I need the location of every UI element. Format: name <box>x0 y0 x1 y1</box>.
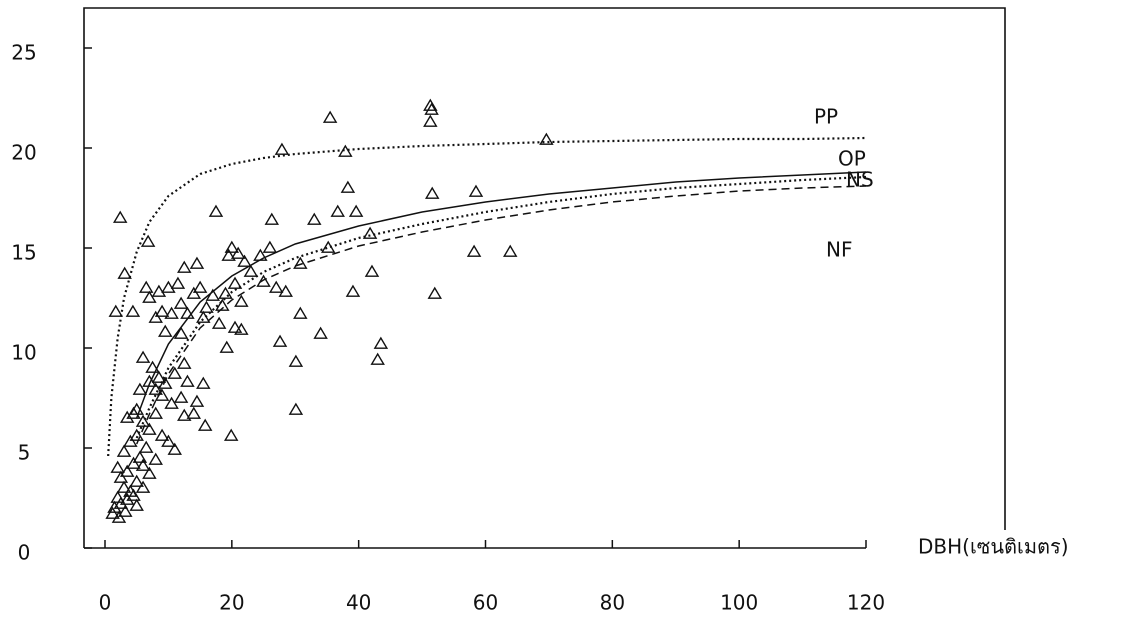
triangle-point <box>142 236 154 246</box>
triangle-point <box>140 282 152 292</box>
triangle-point <box>372 354 384 364</box>
triangle-point <box>169 368 181 378</box>
triangle-point <box>364 228 376 238</box>
triangle-point <box>114 212 126 222</box>
triangle-point <box>339 146 351 156</box>
x-tick-label: 20 <box>219 591 244 615</box>
triangle-point <box>140 442 152 452</box>
triangle-point <box>110 306 122 316</box>
triangle-point <box>162 436 174 446</box>
triangle-point <box>143 292 155 302</box>
triangle-point <box>172 278 184 288</box>
triangle-point <box>270 282 282 292</box>
curve <box>137 186 866 444</box>
triangle-point <box>294 308 306 318</box>
triangle-point <box>504 246 516 256</box>
curve <box>137 177 866 438</box>
triangle-point <box>159 326 171 336</box>
triangle-point <box>276 144 288 154</box>
x-tick-label: 0 <box>99 591 112 615</box>
y-tick-label: 5 <box>18 441 31 465</box>
curve <box>108 138 866 456</box>
triangle-point <box>150 408 162 418</box>
triangle-point <box>426 188 438 198</box>
triangle-point <box>225 430 237 440</box>
triangle-point <box>213 318 225 328</box>
triangle-point <box>219 288 231 298</box>
triangle-point <box>175 392 187 402</box>
triangle-point <box>347 286 359 296</box>
triangle-point <box>127 306 139 316</box>
y-tick-label: 15 <box>11 241 36 265</box>
x-axis-label: DBH(เซนติเมตร) <box>918 535 1069 559</box>
triangle-point <box>175 298 187 308</box>
triangle-point <box>235 296 247 306</box>
triangle-point <box>274 336 286 346</box>
curve-label: NF <box>826 238 852 262</box>
triangle-point <box>181 376 193 386</box>
triangle-point <box>290 356 302 366</box>
triangle-point <box>150 312 162 322</box>
curve-label: NS <box>846 168 874 192</box>
triangle-point <box>128 458 140 468</box>
triangle-point <box>137 352 149 362</box>
triangle-point <box>332 206 344 216</box>
triangle-point <box>324 112 336 122</box>
triangle-point <box>150 454 162 464</box>
triangle-point <box>322 242 334 252</box>
triangle-point <box>258 276 270 286</box>
triangle-point <box>188 288 200 298</box>
triangle-point <box>375 338 387 348</box>
triangle-point <box>199 420 211 430</box>
triangle-point <box>294 258 306 268</box>
triangle-point <box>350 206 362 216</box>
y-tick-label: 20 <box>11 141 36 165</box>
triangle-point <box>188 408 200 418</box>
triangle-point <box>191 396 203 406</box>
triangle-point <box>191 258 203 268</box>
x-tick-label: 100 <box>720 591 758 615</box>
triangle-point <box>221 342 233 352</box>
triangle-point <box>264 242 276 252</box>
triangle-point <box>424 116 436 126</box>
triangle-point <box>468 246 480 256</box>
curve-label: PP <box>814 105 838 129</box>
y-tick-label: 0 <box>18 541 31 565</box>
triangle-point <box>366 266 378 276</box>
triangle-point <box>118 446 130 456</box>
triangle-point <box>210 206 222 216</box>
triangle-point <box>200 302 212 312</box>
y-tick-label: 25 <box>11 41 36 65</box>
chart: DBH(เซนติเมตร) 0 5 10 15 20 25 0 20 40 60 80 100 120… <box>0 0 1140 619</box>
triangle-point <box>266 214 278 224</box>
triangle-point <box>124 436 136 446</box>
triangle-point <box>540 134 552 144</box>
x-tick-label: 40 <box>346 591 371 615</box>
triangle-point <box>290 404 302 414</box>
triangle-point <box>232 248 244 258</box>
triangle-point <box>115 472 127 482</box>
triangle-point <box>113 512 125 522</box>
triangle-point <box>178 262 190 272</box>
triangle-point <box>178 358 190 368</box>
x-tick-label: 80 <box>600 591 625 615</box>
triangle-point <box>197 378 209 388</box>
triangle-point <box>315 328 327 338</box>
triangle-point <box>308 214 320 224</box>
plot-frame <box>84 8 1005 548</box>
triangle-point <box>470 186 482 196</box>
triangle-point <box>137 482 149 492</box>
x-tick-label: 60 <box>473 591 498 615</box>
triangle-point <box>342 182 354 192</box>
triangle-point <box>112 462 124 472</box>
triangle-point <box>429 288 441 298</box>
x-tick-label: 120 <box>847 591 885 615</box>
triangle-point <box>131 500 143 510</box>
y-tick-label: 10 <box>11 341 36 365</box>
